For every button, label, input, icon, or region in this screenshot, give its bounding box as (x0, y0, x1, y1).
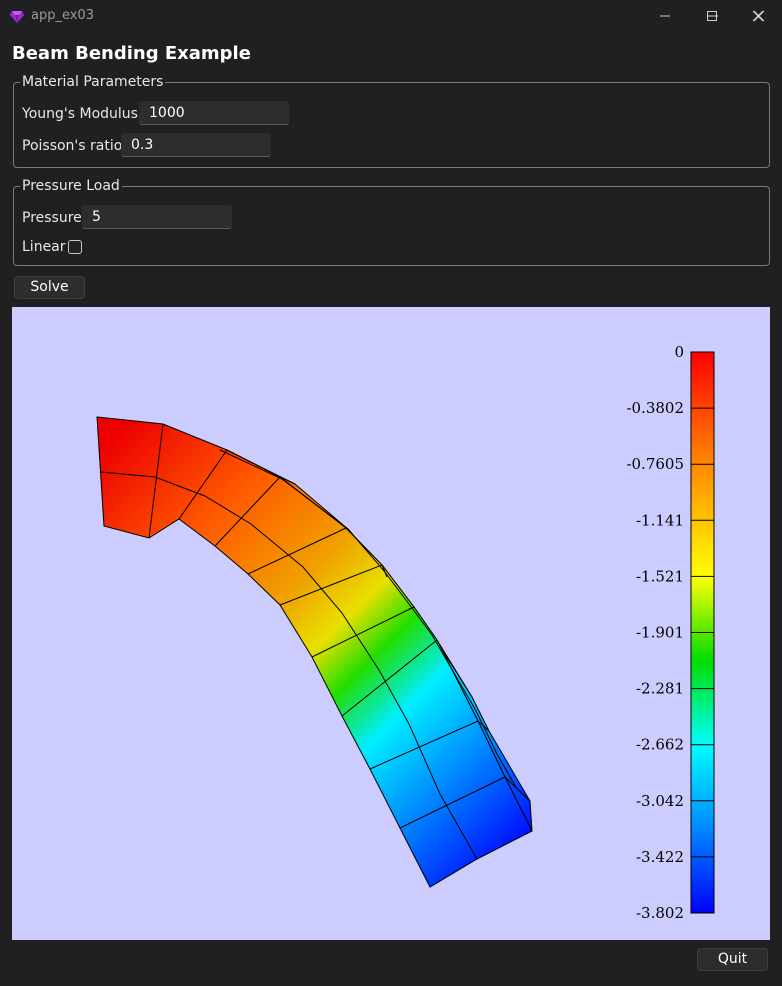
pressure-load-group: Pressure Load (13, 178, 770, 266)
material-parameters-legend: Material Parameters (20, 74, 166, 90)
colorbar-tick-label: -0.7605 (626, 455, 684, 473)
linear-label: Linear (22, 239, 66, 255)
page-title: Beam Bending Example (12, 43, 251, 64)
colorbar-tick-label: -1.521 (636, 567, 684, 585)
pressure-load-legend: Pressure Load (20, 178, 122, 194)
colorbar-tick-label: -2.662 (636, 736, 684, 754)
title-bar: app_ex03 (0, 0, 782, 32)
app-gem-icon (10, 11, 24, 23)
colorbar-tick-label: -1.141 (636, 511, 684, 529)
beam-mesh-lines (100, 423, 531, 860)
maximize-icon[interactable] (706, 10, 718, 22)
poissons-ratio-input[interactable] (121, 133, 271, 157)
colorbar-ticks: 0 -0.3802 -0.7605 -1.141 -1.521 -1.901 -2.281 -… (626, 343, 714, 922)
colorbar-tick-label: -3.422 (636, 848, 684, 866)
colorbar-tick-label: -0.3802 (626, 399, 684, 417)
quit-button[interactable]: Quit (697, 948, 768, 971)
colorbar-tick-label: -3.042 (636, 792, 684, 810)
youngs-modulus-label: Young's Modulus (22, 106, 138, 122)
colorbar-tick-label: 0 (674, 343, 684, 361)
poissons-ratio-label: Poisson's ratio (22, 138, 123, 154)
pressure-input[interactable] (82, 205, 232, 229)
close-icon (753, 10, 765, 22)
3d-viewport[interactable]: 0 -0.3802 -0.7605 -1.141 -1.521 -1.901 -2.281 -… (12, 307, 770, 940)
close-button[interactable] (736, 0, 782, 32)
solve-button[interactable]: Solve (14, 276, 85, 299)
window-title: app_ex03 (31, 8, 94, 23)
minimize-icon-glyph (660, 15, 670, 17)
colorbar-tick-label: -1.901 (636, 624, 684, 642)
material-parameters-group: Material Parameters (13, 74, 770, 168)
pressure-label: Pressure (22, 210, 82, 226)
colorbar-tick-label: -2.281 (636, 680, 684, 698)
close-icon-glyph[interactable] (752, 10, 764, 22)
beam-render[interactable]: 0 -0.3802 -0.7605 -1.141 -1.521 -1.901 -2.281 -… (12, 307, 770, 940)
beam-front-face (96, 416, 533, 888)
colorbar-tick-label: -3.802 (636, 904, 684, 922)
youngs-modulus-input[interactable] (139, 101, 289, 125)
linear-checkbox[interactable] (68, 240, 82, 254)
